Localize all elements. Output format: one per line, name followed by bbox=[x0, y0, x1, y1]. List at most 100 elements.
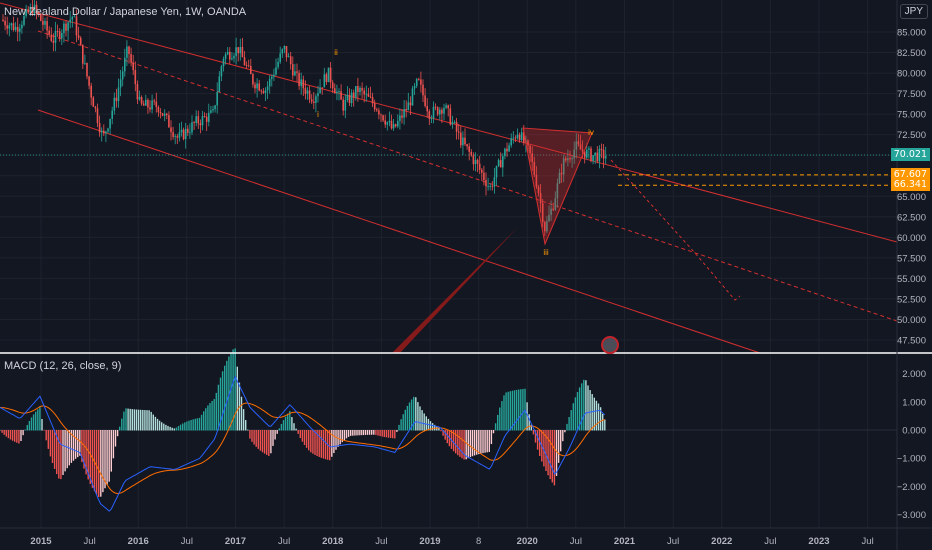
candle-body bbox=[527, 140, 529, 146]
candle-body bbox=[327, 67, 330, 83]
macd-histogram-bar bbox=[112, 430, 115, 459]
candle-body bbox=[205, 116, 208, 122]
candle-body bbox=[42, 20, 44, 25]
macd-histogram-bar bbox=[125, 408, 127, 431]
candle-body bbox=[302, 79, 305, 89]
candle-body bbox=[75, 16, 78, 36]
candle-body bbox=[145, 99, 147, 106]
macd-histogram-bar bbox=[597, 403, 600, 431]
macd-histogram-bar bbox=[24, 429, 26, 431]
macd-histogram-bar bbox=[442, 430, 444, 436]
candle-body bbox=[8, 25, 11, 29]
macd-histogram-bar bbox=[297, 430, 299, 434]
candle-body bbox=[487, 185, 489, 187]
candle-body bbox=[560, 172, 563, 175]
candle-body bbox=[573, 149, 575, 159]
macd-histogram-bar bbox=[251, 430, 253, 442]
macd-histogram-bar bbox=[507, 391, 509, 431]
macd-histogram-bar bbox=[410, 399, 413, 431]
macd-histogram-bar bbox=[604, 419, 606, 431]
macd-histogram-bar bbox=[484, 430, 486, 453]
candle-body bbox=[386, 122, 389, 125]
macd-histogram-bar bbox=[583, 379, 585, 431]
candle-body bbox=[344, 100, 347, 111]
candle-body bbox=[472, 155, 475, 165]
time-tick-label: Jul bbox=[375, 536, 387, 547]
macd-histogram-bar bbox=[413, 396, 415, 431]
time-tick-label: 2016 bbox=[128, 536, 149, 547]
candle-body bbox=[82, 44, 84, 64]
candle-body bbox=[516, 134, 519, 139]
price-tick-label: 82.500 bbox=[897, 48, 926, 59]
macd-histogram-bar bbox=[110, 430, 112, 472]
candle-body bbox=[100, 130, 103, 133]
macd-histogram-bar bbox=[98, 430, 100, 497]
macd-histogram-bar bbox=[375, 430, 377, 435]
signal-line bbox=[0, 402, 605, 495]
time-tick-label: 2022 bbox=[711, 536, 732, 547]
candle-body bbox=[535, 174, 538, 187]
macd-histogram-bar bbox=[431, 423, 434, 431]
macd-histogram-bar bbox=[142, 409, 144, 431]
candle-body bbox=[598, 148, 601, 162]
candle-body bbox=[285, 45, 288, 58]
candle-body bbox=[153, 100, 155, 102]
macd-histogram-bar bbox=[95, 430, 98, 495]
candle-body bbox=[518, 134, 521, 141]
candle-body bbox=[497, 160, 500, 166]
candle-body bbox=[342, 99, 344, 111]
macd-histogram-bar bbox=[257, 430, 259, 449]
macd-histogram-bar bbox=[102, 430, 104, 493]
candle-body bbox=[2, 19, 4, 21]
candle-body bbox=[409, 102, 412, 106]
candle-body bbox=[147, 99, 149, 108]
candle-body bbox=[596, 152, 599, 162]
candle-body bbox=[212, 109, 214, 111]
candle-body bbox=[457, 131, 460, 133]
currency-badge[interactable]: JPY bbox=[899, 4, 928, 19]
macd-histogram-bar bbox=[190, 419, 192, 431]
macd-histogram-bar bbox=[274, 430, 276, 440]
candle-body bbox=[138, 97, 141, 100]
macd-histogram-bar bbox=[167, 425, 169, 431]
macd-histogram-bar bbox=[205, 408, 207, 431]
candle-body bbox=[373, 103, 376, 110]
candle-body bbox=[565, 158, 567, 161]
candle-body bbox=[229, 51, 231, 60]
macd-histogram-bar bbox=[518, 389, 520, 431]
candle-body bbox=[21, 24, 23, 29]
macd-histogram-bar bbox=[93, 430, 96, 492]
macd-histogram-bar bbox=[478, 430, 480, 455]
candle-body bbox=[371, 97, 374, 104]
time-tick-label: Jul bbox=[570, 536, 582, 547]
macd-histogram-bar bbox=[494, 423, 497, 431]
macd-histogram-bar bbox=[480, 430, 482, 454]
candle-body bbox=[554, 198, 557, 210]
macd-histogram-bar bbox=[371, 430, 373, 435]
macd-histogram-bar bbox=[236, 366, 238, 431]
macd-histogram-bar bbox=[501, 401, 503, 431]
candle-body bbox=[579, 144, 582, 150]
replay-icon[interactable] bbox=[601, 336, 619, 354]
candle-body bbox=[476, 159, 479, 164]
time-tick-label: 2015 bbox=[30, 536, 52, 547]
macd-histogram-bar bbox=[587, 385, 589, 431]
macd-histogram-bar bbox=[322, 430, 325, 459]
macd-histogram-bar bbox=[28, 421, 31, 431]
price-tick-label: 65.000 bbox=[897, 192, 926, 203]
channel-drawings bbox=[0, 2, 898, 354]
macd-histogram-bar bbox=[539, 430, 541, 457]
candle-body bbox=[33, 4, 36, 14]
candle-body bbox=[411, 88, 414, 106]
candle-body bbox=[61, 33, 63, 39]
candle-body bbox=[361, 87, 363, 91]
macd-histogram-bar bbox=[289, 411, 291, 431]
candle-body bbox=[313, 101, 315, 103]
macd-histogram-bar bbox=[488, 430, 490, 452]
candle-body bbox=[441, 109, 443, 114]
candle-body bbox=[294, 71, 296, 76]
macd-histogram-bar bbox=[595, 400, 598, 431]
price-tick-label: 62.500 bbox=[897, 212, 926, 223]
